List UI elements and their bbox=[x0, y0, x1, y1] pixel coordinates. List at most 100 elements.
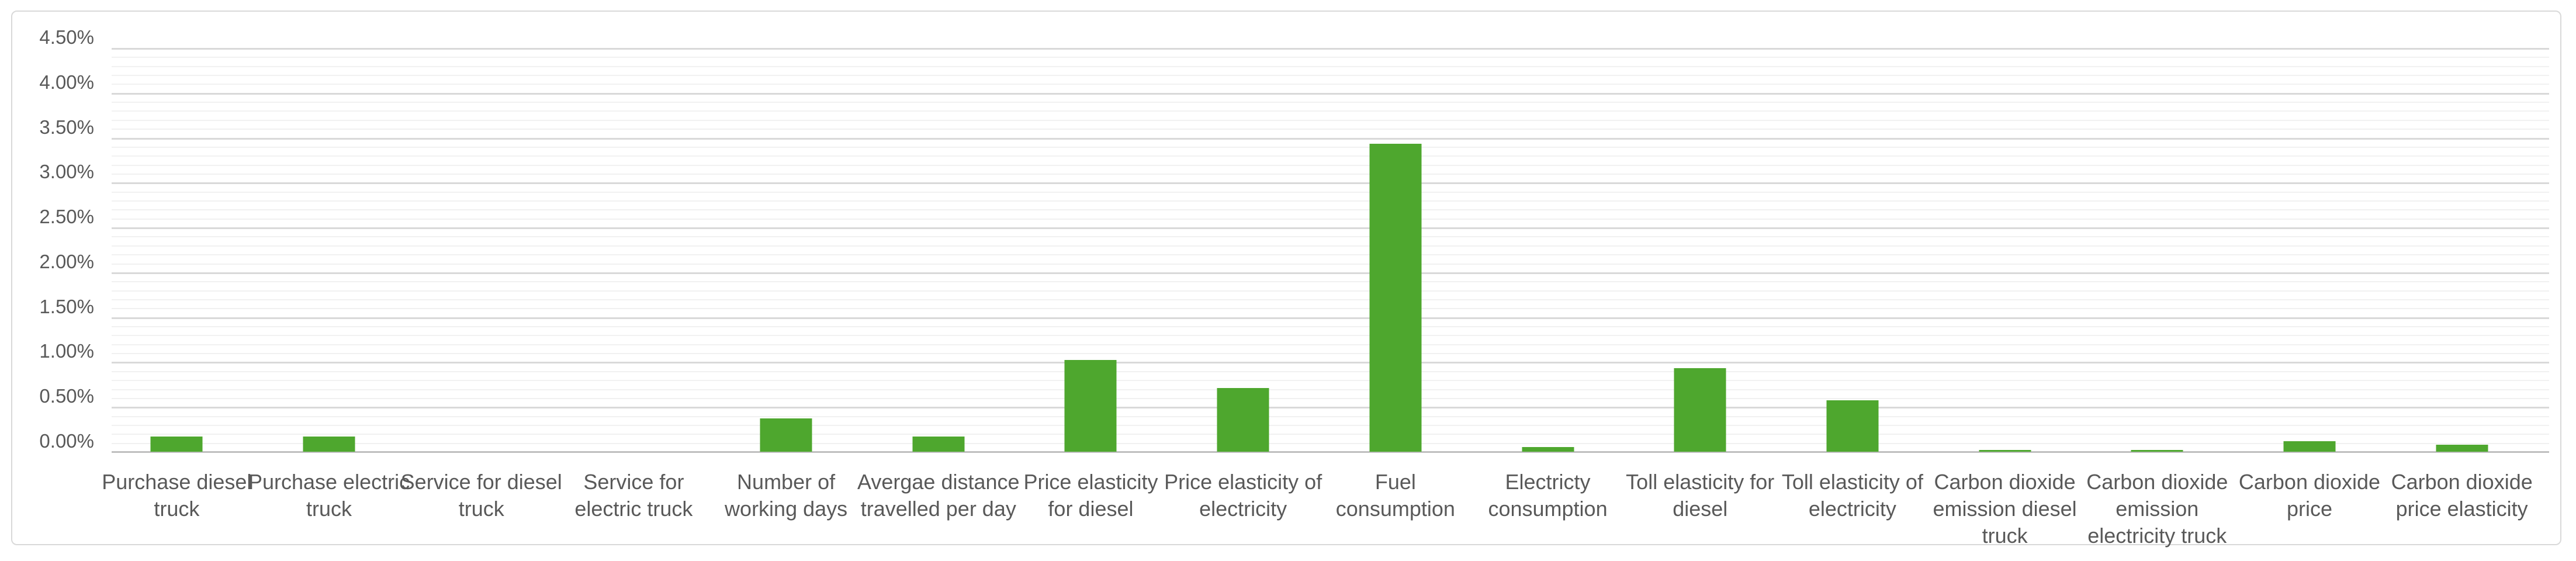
bar-5 bbox=[760, 418, 812, 452]
major-gridline bbox=[112, 137, 2549, 140]
minor-gridline bbox=[112, 308, 2549, 310]
x-category-label: Price elasticity for diesel bbox=[1023, 470, 1158, 521]
minor-gridline bbox=[112, 200, 2549, 202]
column-chart: 0.00% 0.50% 1.00% 1.50% 2.00% 2.50% 3.00% 3.50%… bbox=[11, 11, 2561, 548]
minor-gridline bbox=[112, 110, 2549, 112]
bar-slot bbox=[1015, 48, 1167, 452]
minor-gridline bbox=[112, 236, 2549, 238]
minor-gridline bbox=[112, 75, 2549, 77]
bar-6 bbox=[912, 436, 965, 452]
bar-slot bbox=[1777, 48, 1929, 452]
minor-gridline bbox=[112, 263, 2549, 265]
bar-8 bbox=[1217, 387, 1269, 452]
x-category-label: Number of working days bbox=[725, 470, 848, 521]
minor-gridline bbox=[112, 290, 2549, 292]
minor-gridline bbox=[112, 155, 2549, 157]
major-gridline bbox=[112, 182, 2549, 185]
y-tick-label: 1.00% bbox=[39, 340, 94, 362]
bar-9 bbox=[1369, 144, 1422, 452]
bar-10 bbox=[1522, 447, 1574, 452]
minor-gridline bbox=[112, 65, 2549, 67]
x-category-label: Toll elasticity of electricity bbox=[1781, 470, 1923, 521]
bar-slot bbox=[1928, 48, 2081, 452]
bar-slot bbox=[558, 48, 710, 452]
y-tick-label: 2.50% bbox=[39, 206, 94, 228]
minor-gridline bbox=[112, 415, 2549, 417]
bar-slot bbox=[2234, 48, 2386, 452]
minor-gridline bbox=[112, 57, 2549, 58]
bar-slot bbox=[710, 48, 863, 452]
bar-slot bbox=[2385, 48, 2538, 452]
x-category-label: Purchase electric truck bbox=[248, 470, 410, 521]
x-category-label: Carbon dioxide price bbox=[2238, 470, 2381, 521]
minor-gridline bbox=[112, 254, 2549, 256]
bar-slot bbox=[862, 48, 1015, 452]
y-tick-label: 2.00% bbox=[39, 250, 94, 272]
x-category-label: Service for diesel truck bbox=[400, 470, 562, 521]
bar-7 bbox=[1064, 360, 1117, 452]
x-category-label: Toll elasticity for diesel bbox=[1626, 470, 1775, 521]
minor-gridline bbox=[112, 380, 2549, 382]
y-tick-label: 4.50% bbox=[39, 26, 94, 48]
x-category-label: Fuel consumption bbox=[1335, 470, 1455, 521]
y-tick-label: 0.00% bbox=[39, 430, 94, 452]
minor-gridline bbox=[112, 281, 2549, 283]
bar-2 bbox=[303, 436, 355, 452]
x-category-label: Purchase diesel truck bbox=[102, 470, 252, 521]
bar-14 bbox=[2131, 449, 2183, 452]
y-tick-label: 3.00% bbox=[39, 161, 94, 183]
minor-gridline bbox=[112, 84, 2549, 85]
minor-gridline bbox=[112, 397, 2549, 399]
bar-slot bbox=[2081, 48, 2234, 452]
bar-slot bbox=[253, 48, 406, 452]
minor-gridline bbox=[112, 442, 2549, 444]
bar-slot bbox=[1167, 48, 1320, 452]
bar-1 bbox=[150, 436, 203, 452]
y-tick-label: 1.50% bbox=[39, 295, 94, 317]
x-category-label: Price elasticity of electricity bbox=[1164, 470, 1322, 521]
minor-gridline bbox=[112, 209, 2549, 211]
minor-gridline bbox=[112, 326, 2549, 328]
x-category-label: Avergae distance travelled per day bbox=[857, 470, 1020, 521]
minor-gridline bbox=[112, 119, 2549, 121]
major-gridline bbox=[112, 362, 2549, 364]
y-tick-label: 0.50% bbox=[39, 385, 94, 407]
x-axis-line bbox=[112, 451, 2549, 453]
minor-gridline bbox=[112, 424, 2549, 426]
x-category-label: Carbon dioxide emission diesel truck bbox=[1933, 470, 2077, 548]
minor-gridline bbox=[112, 299, 2549, 300]
x-category-label: Electricty consumption bbox=[1488, 470, 1608, 521]
minor-gridline bbox=[112, 353, 2549, 355]
bar-13 bbox=[1979, 449, 2031, 452]
x-category-label: Service for electric truck bbox=[574, 470, 693, 521]
minor-gridline bbox=[112, 164, 2549, 166]
minor-gridline bbox=[112, 218, 2549, 220]
minor-gridline bbox=[112, 191, 2549, 193]
bar-slot bbox=[1471, 48, 1624, 452]
bar-12 bbox=[1826, 400, 1879, 452]
minor-gridline bbox=[112, 434, 2549, 435]
minor-gridline bbox=[112, 173, 2549, 175]
bar-slot bbox=[1624, 48, 1777, 452]
minor-gridline bbox=[112, 335, 2549, 337]
major-gridline bbox=[112, 92, 2549, 95]
major-gridline bbox=[112, 272, 2549, 274]
minor-gridline bbox=[112, 370, 2549, 372]
major-gridline bbox=[112, 48, 2549, 50]
bar-slot bbox=[1320, 48, 1472, 452]
bar-15 bbox=[2283, 441, 2336, 452]
major-gridline bbox=[112, 227, 2549, 230]
x-category-label: Carbon dioxide price elasticity bbox=[2391, 470, 2533, 521]
y-tick-label: 4.00% bbox=[39, 71, 94, 93]
minor-gridline bbox=[112, 129, 2549, 130]
bar-16 bbox=[2436, 444, 2488, 452]
minor-gridline bbox=[112, 245, 2549, 247]
major-gridline bbox=[112, 407, 2549, 409]
bar-11 bbox=[1674, 368, 1726, 452]
x-category-label: Carbon dioxide emission electricity truc… bbox=[2086, 470, 2228, 548]
y-tick-label: 3.50% bbox=[39, 116, 94, 138]
minor-gridline bbox=[112, 102, 2549, 103]
bar-slot bbox=[101, 48, 253, 452]
minor-gridline bbox=[112, 389, 2549, 390]
plot-area bbox=[112, 48, 2549, 452]
